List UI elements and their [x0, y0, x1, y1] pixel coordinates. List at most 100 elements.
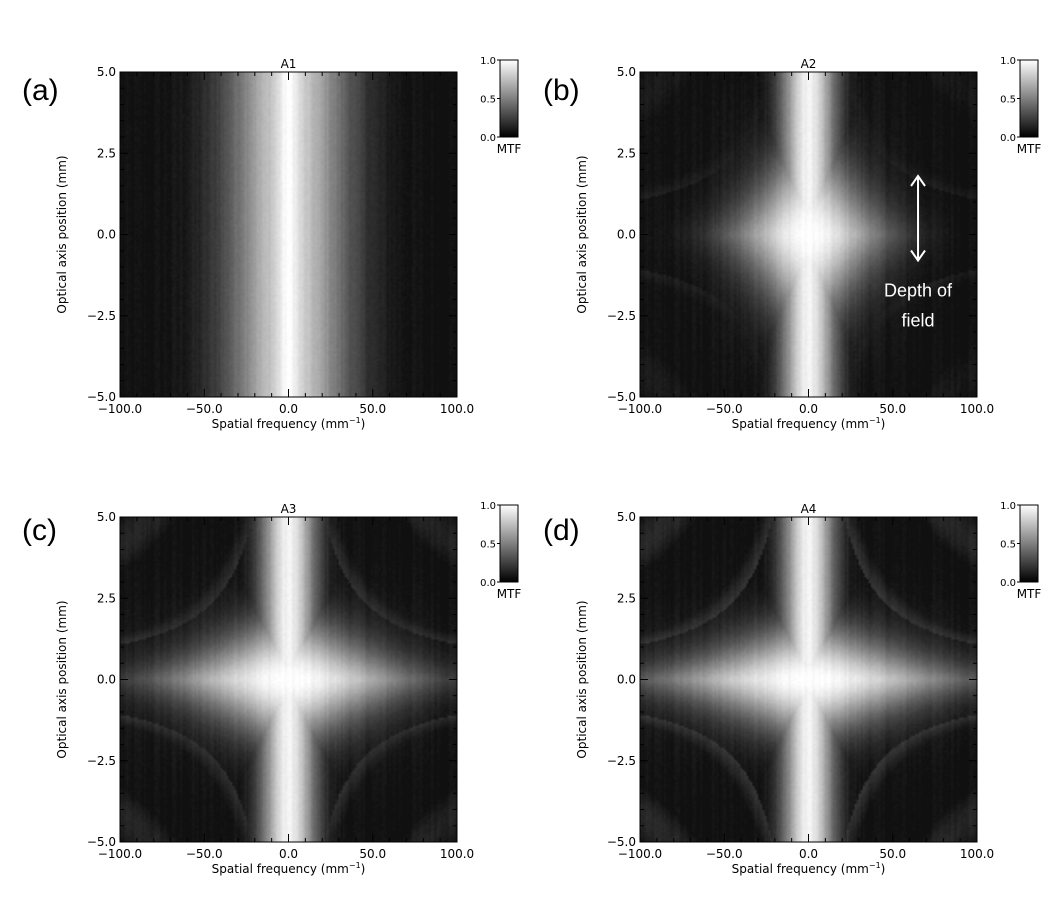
y-tick-label: 5.0 [617, 510, 636, 524]
x-tick-label: −50.0 [706, 847, 743, 861]
y-tick-label: 0.0 [97, 228, 116, 242]
heatmap-image [640, 72, 977, 397]
colorbar-tick-label: 0.0 [1000, 578, 1016, 589]
panel-title: A3 [281, 502, 297, 516]
arrow-head-down [910, 249, 926, 263]
x-axis-title-end: ) [361, 417, 366, 431]
panel-label: (c) [22, 514, 57, 547]
x-axis-title-main: Spatial frequency (mm [212, 862, 349, 876]
x-axis-title-main: Spatial frequency (mm [732, 862, 869, 876]
x-tick-label: −100.0 [98, 847, 142, 861]
colorbar [499, 504, 519, 583]
heatmap-image [120, 72, 457, 397]
colorbar-label: MTF [1017, 142, 1042, 156]
y-tick-label: 2.5 [97, 146, 116, 160]
x-tick-label: 50.0 [879, 402, 906, 416]
x-axis-title-end: ) [361, 862, 366, 876]
x-tick-label: 50.0 [359, 402, 386, 416]
x-tick-label: −100.0 [98, 402, 142, 416]
y-tick-label: −5.0 [607, 835, 636, 849]
colorbar-label: MTF [1017, 587, 1042, 601]
annotation-line: field [902, 311, 935, 331]
colorbar-tick-label: 1.0 [1000, 56, 1016, 67]
annotation-line: Depth of [884, 281, 953, 301]
x-tick-label: 50.0 [879, 847, 906, 861]
y-axis-title: Optical axis position (mm) [55, 600, 69, 758]
panel-b: (b) A2 −100.0 −50.0 0.0 50.0 100.0 5.0 2.5 0.0 −2.… [543, 56, 1041, 431]
y-tick-label: 5.0 [617, 65, 636, 79]
panel-title: A2 [801, 57, 817, 71]
x-axis-title-sup: −1 [869, 861, 881, 870]
x-tick-label: 100.0 [440, 402, 474, 416]
y-tick-label: −2.5 [87, 754, 116, 768]
x-tick-label: −50.0 [186, 847, 223, 861]
colorbar-tick-label: 1.0 [480, 501, 496, 512]
x-axis-title-end: ) [881, 417, 886, 431]
x-tick-label: 0.0 [799, 847, 818, 861]
x-axis-title: Spatial frequency (mm−1) [212, 861, 366, 876]
x-axis-title: Spatial frequency (mm−1) [732, 416, 886, 431]
x-tick-label: 100.0 [440, 847, 474, 861]
y-tick-label: 2.5 [617, 146, 636, 160]
arrow-head-up [910, 174, 926, 187]
colorbar-label: MTF [497, 142, 522, 156]
y-tick-label: −5.0 [607, 390, 636, 404]
y-tick-label: −2.5 [607, 754, 636, 768]
colorbar [1019, 504, 1039, 583]
y-axis-title: Optical axis position (mm) [575, 600, 589, 758]
y-tick-label: 2.5 [617, 591, 636, 605]
panel-d: (d) A4 −100.0 −50.0 0.0 50.0 100.0 5.0 2.5 0.0 −2.… [543, 501, 1041, 876]
x-tick-label: 0.0 [799, 402, 818, 416]
y-axis-title: Optical axis position (mm) [55, 155, 69, 313]
colorbar-tick-label: 0.5 [480, 540, 496, 551]
panel-label: (a) [22, 74, 59, 107]
colorbar-tick-label: 0.0 [480, 578, 496, 589]
colorbar-tick-label: 0.0 [1000, 133, 1016, 144]
colorbar-tick-label: 1.0 [480, 56, 496, 67]
colorbar-tick-label: 0.5 [1000, 540, 1016, 551]
panel-a: (a) A1 −100.0 −50.0 0.0 50.0 100.0 5.0 2.5 0.0 −2.… [22, 56, 521, 431]
y-tick-label: 0.0 [617, 673, 636, 687]
panel-label: (b) [543, 74, 580, 107]
y-tick-label: −5.0 [87, 835, 116, 849]
heatmap-image [120, 517, 457, 842]
colorbar-tick-label: 0.0 [480, 133, 496, 144]
y-tick-label: 5.0 [97, 510, 116, 524]
x-axis-title-end: ) [881, 862, 886, 876]
x-axis-title: Spatial frequency (mm−1) [212, 416, 366, 431]
y-tick-label: 0.0 [617, 228, 636, 242]
y-tick-label: 0.0 [97, 673, 116, 687]
x-axis-title-sup: −1 [349, 416, 361, 425]
y-axis-title: Optical axis position (mm) [575, 155, 589, 313]
x-axis-title: Spatial frequency (mm−1) [732, 861, 886, 876]
x-axis-title-sup: −1 [869, 416, 881, 425]
y-tick-label: −2.5 [87, 309, 116, 323]
y-tick-label: 2.5 [97, 591, 116, 605]
colorbar [499, 59, 519, 138]
colorbar-tick-label: 0.5 [480, 95, 496, 106]
x-tick-label: 100.0 [960, 402, 994, 416]
x-axis-title-sup: −1 [349, 861, 361, 870]
y-tick-label: −5.0 [87, 390, 116, 404]
x-tick-label: 100.0 [960, 847, 994, 861]
y-tick-label: 5.0 [97, 65, 116, 79]
panel-title: A4 [801, 502, 817, 516]
panel-label: (d) [543, 514, 580, 547]
heatmap-image [640, 517, 977, 842]
colorbar-tick-label: 1.0 [1000, 501, 1016, 512]
x-tick-label: 0.0 [279, 402, 298, 416]
x-axis-title-main: Spatial frequency (mm [212, 417, 349, 431]
colorbar-label: MTF [497, 587, 522, 601]
x-tick-label: −100.0 [618, 847, 662, 861]
panel-c: (c) A3 −100.0 −50.0 0.0 50.0 100.0 5.0 2.5 0.0 −2.… [22, 501, 521, 876]
x-tick-label: −100.0 [618, 402, 662, 416]
x-tick-label: −50.0 [706, 402, 743, 416]
x-tick-label: 50.0 [359, 847, 386, 861]
colorbar-tick-label: 0.5 [1000, 95, 1016, 106]
x-tick-label: −50.0 [186, 402, 223, 416]
x-axis-title-main: Spatial frequency (mm [732, 417, 869, 431]
panel-title: A1 [281, 57, 297, 71]
colorbar [1019, 59, 1039, 138]
x-tick-label: 0.0 [279, 847, 298, 861]
